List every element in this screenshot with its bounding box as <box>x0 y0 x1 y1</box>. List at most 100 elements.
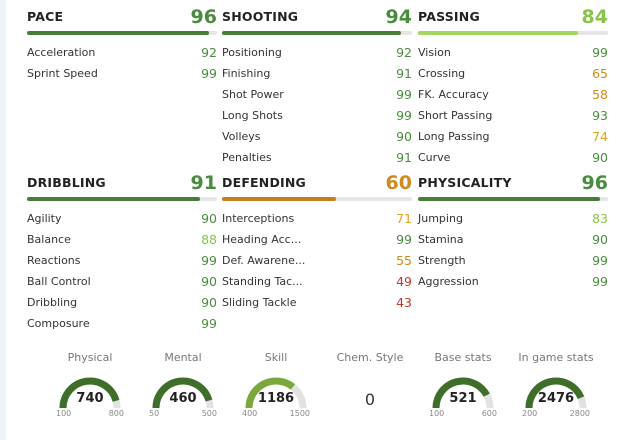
stat-name: Long Shots <box>222 109 283 122</box>
gauge-base-stats: Base stats 521 100 600 <box>423 350 503 418</box>
gauge-chem-style: Chem. Style 0 <box>330 350 410 409</box>
stat-value: 88 <box>201 232 217 247</box>
gauge-max-label: 2800 <box>569 409 590 418</box>
stat-value: 91 <box>396 66 412 81</box>
stat-name: Penalties <box>222 151 272 164</box>
stat-row: Stamina 90 <box>418 229 608 250</box>
gauge-title: Chem. Style <box>336 351 404 364</box>
stat-value: 90 <box>201 295 217 310</box>
stat-value: 90 <box>396 129 412 144</box>
stat-row: Interceptions 71 <box>222 208 412 229</box>
category-passing: PASSING 84 Vision 99 Crossing 65 FK. Accuracy 5… <box>418 0 608 168</box>
gauge-max-label: 500 <box>201 409 217 418</box>
gauge-min-label: 50 <box>149 409 160 418</box>
stat-value: 90 <box>201 274 217 289</box>
gauge-physical: Physical 740 100 800 <box>50 350 130 418</box>
category-header: DEFENDING 60 <box>222 166 412 201</box>
category-name: DEFENDING <box>222 175 307 190</box>
stat-name: Volleys <box>222 130 261 143</box>
stat-name: Standing Tac... <box>222 275 303 288</box>
category-header: PHYSICALITY 96 <box>418 166 608 201</box>
stat-row: Balance 88 <box>27 229 217 250</box>
gauge-arc <box>525 377 587 409</box>
gauge-fill <box>59 377 120 409</box>
gauge-value: 1186 <box>257 391 295 406</box>
category-dribbling: DRIBBLING 91 Agility 90 Balance 88 Reactions 99… <box>27 166 217 334</box>
category-bar-track <box>222 31 412 35</box>
stat-row: Volleys 90 <box>222 126 412 147</box>
stat-name: Heading Acc... <box>222 233 302 246</box>
gauge-title: Physical <box>67 351 113 364</box>
category-shooting: SHOOTING 94 Positioning 92 Finishing 91 Shot P… <box>222 0 412 168</box>
stat-value: 92 <box>201 45 217 60</box>
gauge-title: Skill <box>264 351 288 364</box>
stat-name: Ball Control <box>27 275 91 288</box>
gauge-value: 2476 <box>537 391 575 406</box>
category-value: 96 <box>581 172 608 194</box>
stat-row: Reactions 99 <box>27 250 217 271</box>
stat-name: Def. Awarene... <box>222 254 306 267</box>
stat-name: Finishing <box>222 67 271 80</box>
stat-name: Long Passing <box>418 130 490 143</box>
stat-name: Positioning <box>222 46 282 59</box>
stat-name: Crossing <box>418 67 466 80</box>
stat-row: Composure 99 <box>27 313 217 334</box>
gauge-min-label: 200 <box>522 409 538 418</box>
stat-row: Crossing 65 <box>418 63 608 84</box>
stat-value: 99 <box>396 232 412 247</box>
category-header: PASSING 84 <box>418 0 608 35</box>
category-physicality: PHYSICALITY 96 Jumping 83 Stamina 90 Strength 9… <box>418 166 608 292</box>
stat-value: 90 <box>592 150 608 165</box>
stat-row: Aggression 99 <box>418 271 608 292</box>
category-bar-fill <box>27 31 210 35</box>
stat-value: 90 <box>201 211 217 226</box>
gauge-arc <box>432 377 494 409</box>
category-bar-track <box>418 31 608 35</box>
stat-name: Aggression <box>418 275 479 288</box>
stat-name: Dribbling <box>27 296 78 309</box>
stat-name: Sliding Tackle <box>222 296 297 309</box>
stat-row: Curve 90 <box>418 147 608 168</box>
stat-name: Acceleration <box>27 46 96 59</box>
stat-row: Long Passing 74 <box>418 126 608 147</box>
category-bar-fill <box>27 197 200 201</box>
gauge-skill: Skill 1186 400 1500 <box>236 350 316 418</box>
stat-value: 90 <box>592 232 608 247</box>
stat-name: Vision <box>418 46 451 59</box>
stat-name: Interceptions <box>222 212 295 225</box>
gauge-value: 521 <box>449 391 477 406</box>
gauge-max-label: 1500 <box>289 409 310 418</box>
stat-row: Ball Control 90 <box>27 271 217 292</box>
category-bar-track <box>27 197 217 201</box>
stat-value: 99 <box>201 66 217 81</box>
stat-row: Sprint Speed 99 <box>27 63 217 84</box>
gauge-in-game-stats: In game stats 2476 200 2800 <box>516 350 596 418</box>
stat-row: Positioning 92 <box>222 42 412 63</box>
stat-value: 99 <box>201 316 217 331</box>
stat-list: Agility 90 Balance 88 Reactions 99 Ball Contro… <box>27 208 217 334</box>
stat-row: Agility 90 <box>27 208 217 229</box>
stat-row: Standing Tac... 49 <box>222 271 412 292</box>
stat-name: Stamina <box>418 233 464 246</box>
stat-name: FK. Accuracy <box>418 88 489 101</box>
category-name: DRIBBLING <box>27 175 106 190</box>
category-header: SHOOTING 94 <box>222 0 412 35</box>
gauge-value: 460 <box>169 391 197 406</box>
gauge-arc <box>152 377 214 409</box>
stat-value: 58 <box>592 87 608 102</box>
stat-name: Sprint Speed <box>27 67 98 80</box>
stat-row: Short Passing 93 <box>418 105 608 126</box>
summary-gauges: Physical 740 100 800 Mental 460 50 500 Skill 1186… <box>50 350 610 440</box>
stat-row: Strength 99 <box>418 250 608 271</box>
stat-value: 99 <box>592 253 608 268</box>
gauge-min-label: 400 <box>242 409 258 418</box>
stat-value: 55 <box>396 253 412 268</box>
category-name: PACE <box>27 9 64 24</box>
stat-row: Sliding Tackle 43 <box>222 292 412 313</box>
stat-row: Finishing 91 <box>222 63 412 84</box>
category-bar-track <box>27 31 217 35</box>
stat-value: 91 <box>396 150 412 165</box>
stat-name: Balance <box>27 233 71 246</box>
stat-name: Shot Power <box>222 88 284 101</box>
category-value: 60 <box>385 172 412 194</box>
